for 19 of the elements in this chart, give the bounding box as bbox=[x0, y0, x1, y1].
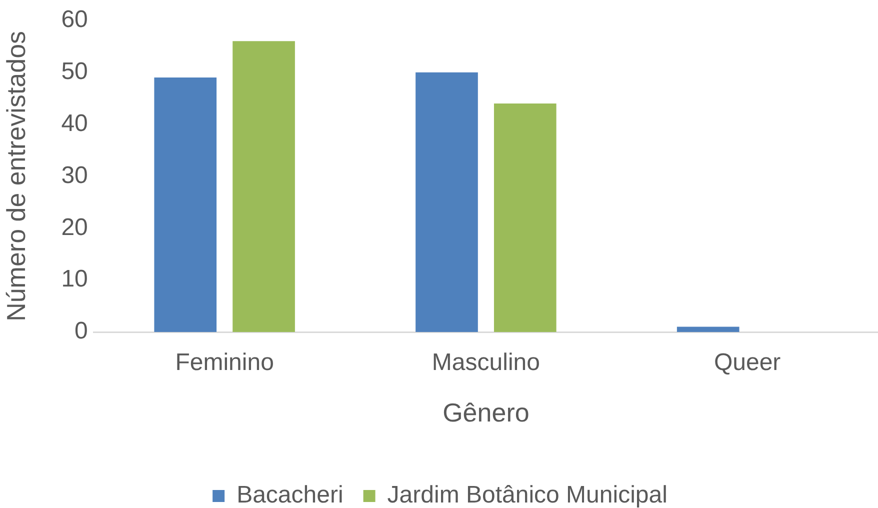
legend-label: Bacacheri bbox=[236, 482, 344, 508]
y-tick-label: 50 bbox=[61, 58, 88, 85]
y-axis-title: Número de entrevistados bbox=[0, 30, 31, 322]
x-tick-label: Queer bbox=[714, 349, 781, 376]
bar bbox=[232, 41, 295, 332]
y-tick-label: 20 bbox=[61, 214, 88, 241]
x-tick-label: Masculino bbox=[432, 349, 540, 376]
bar bbox=[154, 78, 217, 332]
y-tick-label: 60 bbox=[61, 6, 88, 34]
x-axis-title: Gênero bbox=[442, 398, 530, 428]
bar bbox=[676, 326, 740, 332]
y-tick-label: 40 bbox=[61, 110, 88, 137]
y-tick-label: 10 bbox=[61, 266, 88, 293]
bar bbox=[494, 103, 556, 332]
bar bbox=[416, 72, 478, 332]
legend-label: Jardim Botânico Municipal bbox=[387, 482, 668, 508]
x-tick-label: Feminino bbox=[175, 349, 274, 376]
y-tick-label: 0 bbox=[74, 318, 88, 345]
y-tick-label: 30 bbox=[61, 162, 88, 189]
